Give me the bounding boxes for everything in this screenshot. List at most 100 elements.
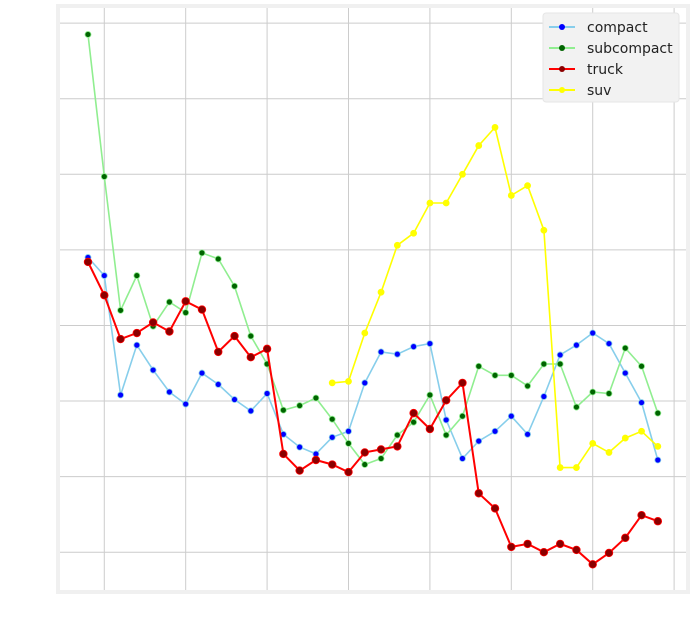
compact-point — [117, 391, 124, 399]
suv-point — [573, 464, 580, 471]
axes-frame — [56, 4, 690, 594]
subcompact-point — [100, 173, 108, 180]
suv-point — [361, 329, 369, 337]
suv-point — [507, 192, 515, 199]
truck-point — [490, 504, 500, 513]
compact-point — [198, 369, 206, 377]
subcompact-point — [442, 431, 450, 439]
suv-point — [410, 229, 418, 237]
legend-label: suv — [587, 83, 611, 99]
subcompact-point — [524, 382, 531, 390]
compact-point — [231, 396, 238, 403]
suv-point — [605, 449, 613, 456]
subcompact-point — [573, 403, 580, 411]
compact-point — [524, 430, 531, 438]
truck-point — [653, 517, 663, 526]
subcompact-point — [377, 455, 385, 462]
truck-point — [441, 396, 451, 405]
compact-point — [182, 400, 190, 408]
compact-point — [247, 407, 255, 415]
compact-point — [377, 348, 385, 356]
subcompact-point — [247, 332, 255, 340]
compact-point — [328, 433, 336, 441]
compact-point — [166, 388, 173, 396]
legend: compact subcompact truck suv — [542, 12, 680, 103]
suv-point — [638, 427, 645, 435]
subcompact-point — [166, 298, 173, 306]
compact-point — [621, 369, 629, 377]
subcompact-point — [556, 360, 564, 368]
truck-point — [165, 327, 174, 336]
grid — [60, 8, 686, 590]
compact-point — [442, 416, 450, 424]
subcompact-point — [589, 388, 597, 396]
compact-point — [475, 437, 483, 445]
subcompact-point — [540, 360, 548, 368]
compact-point — [296, 443, 304, 451]
truck-point — [588, 560, 597, 569]
legend-label: compact — [587, 20, 648, 36]
truck-point — [262, 344, 272, 354]
truck-point — [328, 460, 337, 469]
legend-marker — [559, 66, 565, 72]
compact-point — [361, 379, 369, 387]
suv-point — [589, 439, 597, 447]
truck-point — [83, 257, 93, 267]
subcompact-point — [621, 344, 629, 352]
subcompact-point — [133, 272, 141, 279]
subcompact-point — [231, 282, 238, 290]
truck-point — [458, 378, 467, 388]
truck-point — [295, 466, 304, 475]
subcompact-point — [279, 406, 287, 414]
subcompact-point — [117, 306, 124, 314]
truck-point — [100, 291, 109, 300]
subcompact-point — [605, 390, 613, 397]
suv-point — [345, 377, 352, 385]
legend-item-compact: compact — [549, 20, 648, 36]
truck-point — [393, 442, 402, 451]
truck-point — [474, 489, 483, 498]
subcompact-point — [182, 309, 190, 317]
truck-point — [214, 347, 223, 357]
legend-item-suv: suv — [549, 83, 611, 99]
compact-point — [263, 390, 271, 397]
suv-point — [442, 199, 450, 207]
compact-point — [556, 351, 564, 359]
legend-item-subcompact: subcompact — [549, 41, 673, 57]
compact-point — [459, 455, 466, 462]
truck-point — [376, 445, 386, 454]
series-suv — [328, 124, 662, 471]
compact-point — [393, 350, 401, 358]
truck-point — [555, 539, 565, 549]
truck-point — [132, 328, 142, 338]
subcompact-point — [198, 249, 206, 257]
truck-point — [637, 510, 646, 520]
compact-point — [426, 340, 434, 347]
subcompact-point — [345, 439, 352, 447]
compact-point — [345, 427, 352, 435]
subcompact-point — [361, 461, 369, 468]
subcompact-point — [312, 394, 320, 402]
truck-point — [246, 353, 256, 362]
truck-point — [523, 539, 532, 549]
compact-point — [589, 329, 597, 337]
compact-point — [410, 343, 418, 351]
subcompact-point — [507, 371, 515, 379]
subcompact-point — [475, 362, 483, 370]
compact-point — [133, 341, 141, 349]
truck-point — [279, 449, 288, 459]
truck-point — [116, 334, 125, 344]
subcompact-point — [459, 412, 466, 420]
subcompact-point — [638, 362, 645, 370]
series-truck — [83, 257, 663, 569]
truck-point — [572, 545, 581, 555]
subcompact-point — [393, 431, 401, 439]
suv-point — [491, 124, 499, 131]
compact-point — [605, 340, 613, 347]
suv-point — [459, 170, 466, 178]
truck-point — [360, 448, 369, 457]
suv-point — [377, 288, 385, 296]
truck-point — [148, 318, 158, 327]
compact-point — [491, 427, 499, 435]
